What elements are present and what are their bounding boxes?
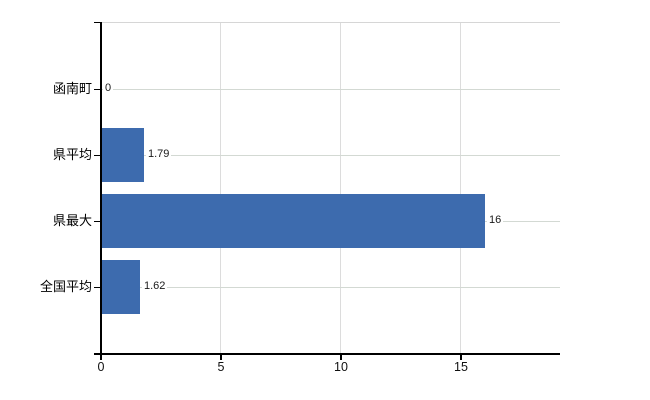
x-axis-line <box>94 353 560 355</box>
category-gridline <box>101 89 560 90</box>
x-tick-label: 15 <box>454 360 468 374</box>
category-gridline <box>101 155 560 156</box>
data-label: 16 <box>487 213 504 228</box>
x-tick-0 <box>100 354 102 360</box>
category-label: 県平均 <box>52 147 92 162</box>
bar-全国平均 <box>101 260 140 314</box>
x-tick-5 <box>220 354 222 360</box>
data-label: 0 <box>103 81 114 96</box>
x-tick-label: 10 <box>334 360 348 374</box>
category-tick <box>94 221 100 222</box>
y-axis-top-tick <box>94 22 100 23</box>
category-tick <box>94 155 100 156</box>
category-label: 県最大 <box>52 213 92 228</box>
gridline-x-15 <box>460 23 461 353</box>
category-label: 全国平均 <box>39 279 92 294</box>
gridline-x-10 <box>340 23 341 353</box>
category-gridline <box>101 287 560 288</box>
bar-県平均 <box>101 128 144 182</box>
category-tick <box>94 89 100 90</box>
category-tick <box>94 287 100 288</box>
x-tick-label: 5 <box>217 360 225 374</box>
plot-top-border <box>100 22 560 23</box>
x-tick-15 <box>460 354 462 360</box>
x-tick-label: 0 <box>97 360 105 374</box>
data-label: 1.79 <box>146 147 172 162</box>
category-label: 函南町 <box>52 81 92 96</box>
y-axis-line <box>100 22 102 353</box>
bar-県最大 <box>101 194 485 248</box>
data-label: 1.62 <box>142 279 168 294</box>
x-tick-10 <box>340 354 342 360</box>
gridline-x-5 <box>220 23 221 353</box>
